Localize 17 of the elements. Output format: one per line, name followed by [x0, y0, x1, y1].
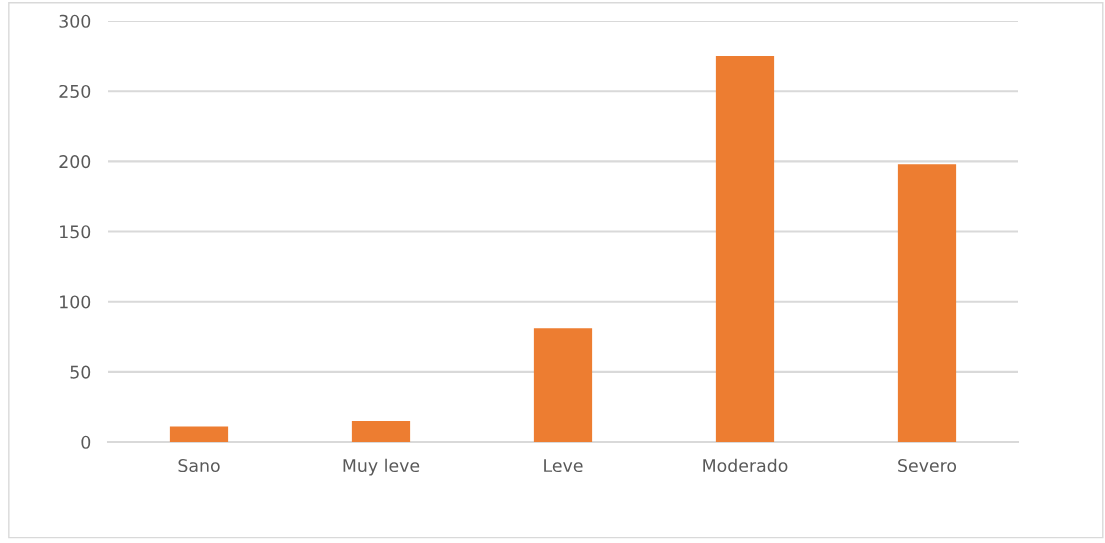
y-tick-label: 200 [59, 155, 91, 169]
bar [715, 56, 775, 442]
x-tick-label: Moderado [703, 458, 788, 473]
bar [351, 420, 411, 442]
x-tick-label: Muy leve [343, 458, 420, 476]
y-tick-label: 300 [59, 14, 91, 28]
bar [169, 426, 229, 442]
y-tick-label: 50 [70, 365, 91, 379]
y-tick-label: 250 [59, 84, 91, 99]
x-tick-label: Sano [178, 458, 220, 473]
y-tick-label: 100 [60, 295, 91, 309]
y-tick-label: 150 [60, 225, 91, 239]
x-tick-label: Severo [898, 458, 957, 473]
y-tick-label: 0 [81, 435, 91, 449]
x-tick-label: Leve [544, 459, 583, 473]
bar [897, 164, 957, 442]
bar [533, 328, 593, 442]
